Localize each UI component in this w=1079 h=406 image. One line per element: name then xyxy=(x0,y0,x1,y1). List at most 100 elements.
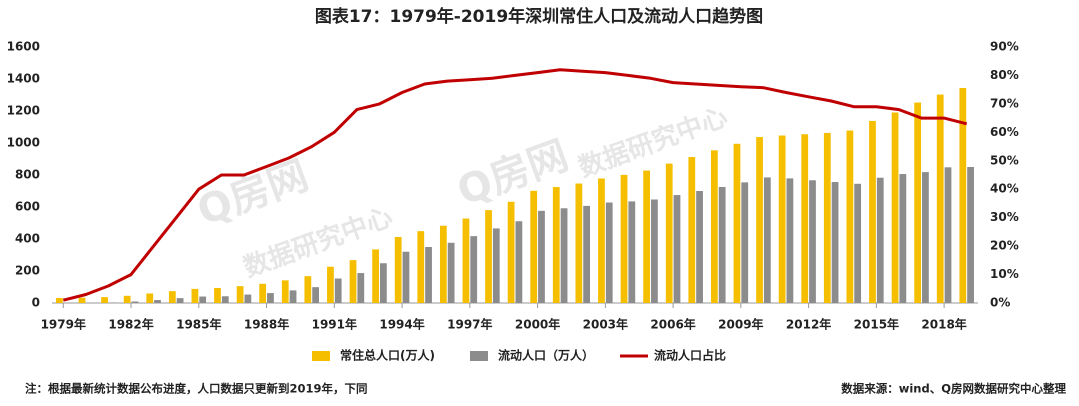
y2-tick-label: 30% xyxy=(990,210,1019,224)
bar xyxy=(651,199,658,303)
bar xyxy=(710,150,718,303)
bar xyxy=(349,260,357,303)
bar xyxy=(131,301,139,303)
y2-tick-label: 90% xyxy=(990,40,1019,54)
bar xyxy=(763,177,771,303)
x-tick-label: 1994年 xyxy=(379,317,424,332)
bar xyxy=(312,287,320,303)
legend-label: 常住总人口(万人) xyxy=(340,348,435,363)
bar xyxy=(236,286,244,303)
bar xyxy=(733,143,741,303)
bar xyxy=(515,221,523,303)
bar xyxy=(379,263,387,303)
y-tick-label: 600 xyxy=(15,200,40,214)
bar xyxy=(372,249,379,303)
x-tick-label: 1985年 xyxy=(176,317,221,332)
bar xyxy=(741,182,749,303)
x-tick-label: 1988年 xyxy=(244,317,289,332)
bar xyxy=(244,294,252,303)
bar xyxy=(470,236,478,303)
x-tick-label: 2006年 xyxy=(650,317,695,332)
bar xyxy=(786,178,794,303)
bar xyxy=(168,291,176,303)
bar xyxy=(831,182,839,303)
bar xyxy=(507,201,515,303)
bar xyxy=(673,195,681,303)
bar xyxy=(447,242,455,303)
line xyxy=(62,68,968,302)
y2-tick-label: 50% xyxy=(990,153,1019,167)
bar xyxy=(959,87,967,303)
bar xyxy=(696,191,703,303)
source: 数据来源：wind、Q房网数据研究中心整理 xyxy=(841,382,1066,396)
bar xyxy=(101,297,108,303)
bar xyxy=(304,276,312,303)
y-tick-label: 1200 xyxy=(7,104,40,118)
bar xyxy=(869,120,876,303)
legend-label: 流动人口占比 xyxy=(654,348,726,363)
bar xyxy=(394,236,402,303)
bar xyxy=(688,157,696,303)
x-tick-label: 2018年 xyxy=(921,317,966,332)
note: 注：根据最新统计数据公布进度，人口数据只更新到2019年，下同 xyxy=(25,382,368,396)
legend-swatch xyxy=(312,351,330,361)
legend-swatch xyxy=(470,351,488,361)
bar xyxy=(530,190,538,303)
bar xyxy=(108,302,116,303)
bar xyxy=(598,178,605,303)
bar xyxy=(289,290,297,303)
bar xyxy=(914,102,922,303)
bar xyxy=(718,187,726,303)
bar xyxy=(267,293,274,303)
bar xyxy=(756,137,763,303)
bar xyxy=(485,210,492,303)
watermark: Q房网 xyxy=(191,153,314,235)
bar xyxy=(214,288,221,303)
bar xyxy=(643,170,651,303)
x-tick-label: 1991年 xyxy=(312,317,357,332)
bar xyxy=(259,283,267,303)
bar xyxy=(823,132,831,303)
x-tick-label: 1982年 xyxy=(108,317,153,332)
bar xyxy=(462,218,470,303)
bar xyxy=(967,167,974,303)
bar xyxy=(620,174,628,303)
bar xyxy=(854,183,862,303)
y-tick-label: 1000 xyxy=(7,136,40,150)
bar xyxy=(605,202,613,303)
x-tick-label: 2009年 xyxy=(718,317,763,332)
chart-title: 图表17：1979年-2019年深圳常住人口及流动人口趋势图 xyxy=(315,6,763,27)
x-tick-label: 2015年 xyxy=(854,317,899,332)
bar xyxy=(899,174,907,303)
bar xyxy=(154,300,161,303)
bar xyxy=(846,130,854,303)
bar xyxy=(492,228,500,303)
bar xyxy=(176,298,184,303)
bar xyxy=(439,225,447,303)
y-tick-label: 1400 xyxy=(7,72,40,86)
bar xyxy=(575,183,583,303)
x-tick-label: 2003年 xyxy=(583,317,628,332)
bar xyxy=(191,288,199,303)
bar xyxy=(628,201,636,303)
bar xyxy=(801,134,809,303)
y2-tick-label: 60% xyxy=(990,125,1019,139)
bar xyxy=(922,172,929,303)
bar xyxy=(357,273,365,303)
x-tick-label: 1997年 xyxy=(447,317,492,332)
watermark: 数据研究中心 xyxy=(574,101,731,183)
y2-tick-label: 0% xyxy=(990,296,1010,310)
bar xyxy=(78,297,86,303)
bar xyxy=(944,167,952,303)
y2-tick-label: 70% xyxy=(990,96,1019,110)
y2-tick-label: 10% xyxy=(990,267,1019,281)
legend-label: 流动人口（万人） xyxy=(498,348,594,363)
bar xyxy=(221,296,229,303)
y2-tick-label: 40% xyxy=(990,182,1019,196)
bar xyxy=(936,94,944,304)
bar xyxy=(123,295,131,303)
y2-tick-label: 80% xyxy=(990,68,1019,82)
y-tick-label: 1600 xyxy=(7,40,40,54)
y-tick-label: 800 xyxy=(15,168,40,182)
